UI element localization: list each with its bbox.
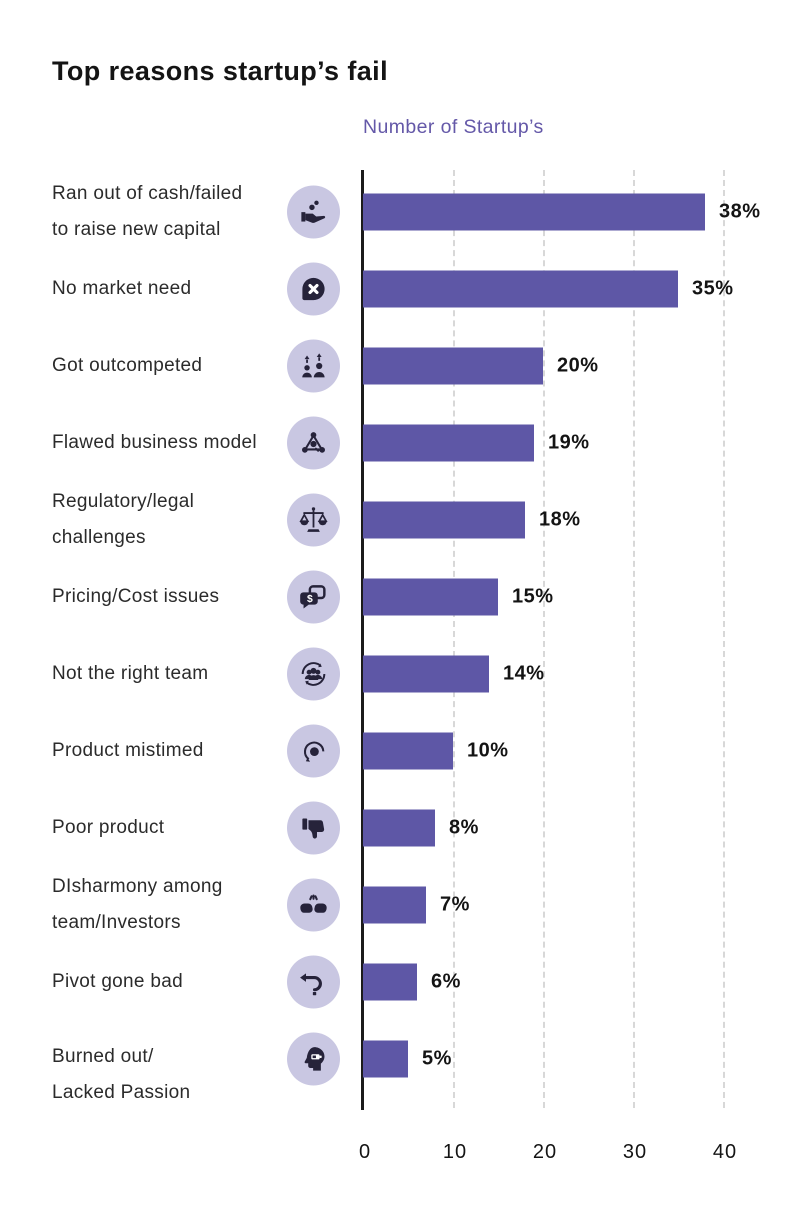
gridline (453, 170, 455, 1108)
bar (363, 886, 426, 923)
x-tick-label: 30 (622, 1141, 648, 1163)
pivot-arrow-icon (300, 972, 322, 995)
category-label: Product mistimed (52, 739, 204, 761)
category-icon-circle (287, 724, 340, 777)
value-label: 10% (467, 739, 509, 761)
x-axis-title: Number of Startup’s (363, 116, 544, 138)
bar (363, 424, 534, 461)
category-label: Pivot gone bad (52, 970, 183, 992)
chart-row: Not the right team 14% (0, 635, 801, 712)
chart-row: DIsharmony among team/Investors 7% (0, 866, 801, 943)
team-circle-icon (301, 661, 326, 686)
chart-row: Flawed business model 19% (0, 404, 801, 481)
pricing-chat-dollar-icon: $ (300, 584, 326, 608)
thumbs-down-icon (302, 817, 325, 839)
category-icon-circle (287, 493, 340, 546)
chart-row: Got outcompeted 20% (0, 327, 801, 404)
value-label: 19% (548, 431, 590, 453)
chart-title: Top reasons startup’s fail (52, 56, 388, 86)
burnout-head-battery-icon (304, 1046, 325, 1071)
bar (363, 1040, 408, 1077)
market-x-badge-icon (302, 277, 325, 300)
value-label: 15% (512, 585, 554, 607)
coins-in-hand-icon (301, 200, 326, 223)
business-model-network-icon (302, 431, 325, 453)
svg-text:$: $ (307, 594, 313, 605)
chart-row: Poor product 8% (0, 789, 801, 866)
category-label: Got outcompeted (52, 354, 203, 376)
gridline (633, 170, 635, 1108)
category-label: No market need (52, 277, 192, 299)
gridline (723, 170, 725, 1108)
category-label: Poor product (52, 816, 165, 838)
value-label: 20% (557, 354, 599, 376)
category-label: Flawed business model (52, 431, 257, 453)
y-axis-line (361, 170, 364, 1110)
bar (363, 963, 417, 1000)
category-icon-circle (287, 1032, 340, 1085)
value-label: 38% (719, 200, 761, 222)
category-icon-circle (287, 262, 340, 315)
category-label: Pricing/Cost issues (52, 585, 220, 607)
legal-scales-icon (299, 506, 328, 532)
category-icon-circle (287, 878, 340, 931)
value-label: 35% (692, 277, 734, 299)
category-icon-circle (287, 801, 340, 854)
bar (363, 270, 678, 307)
category-icon-circle (287, 416, 340, 469)
outcompeted-people-arrows-icon (302, 352, 325, 377)
chart-row: Regulatory/legal challenges 18% (0, 481, 801, 558)
x-tick-label: 10 (442, 1141, 468, 1163)
bar (363, 578, 498, 615)
value-label: 14% (503, 662, 545, 684)
category-label: Ran out of cash/failed to raise new capit… (52, 182, 243, 240)
category-label: Burned out/Lacked Passion (52, 1045, 191, 1103)
mistimed-rotate-icon (304, 741, 325, 762)
x-tick-label: 40 (712, 1141, 738, 1163)
category-icon-circle: $ (287, 570, 340, 623)
bar (363, 193, 705, 230)
category-icon-circle (287, 955, 340, 1008)
category-icon-circle (287, 185, 340, 238)
chart-row: Ran out of cash/failed to raise new capit… (0, 173, 801, 250)
category-icon-circle (287, 339, 340, 392)
chart-row: Pivot gone bad 6% (0, 943, 801, 1020)
bar (363, 655, 489, 692)
category-label: DIsharmony among team/Investors (52, 875, 223, 933)
bar (363, 732, 453, 769)
value-label: 18% (539, 508, 581, 530)
category-label: Regulatory/legal challenges (52, 490, 195, 548)
chart-row: Product mistimed 10% (0, 712, 801, 789)
value-label: 8% (449, 816, 479, 838)
category-icon-circle (287, 647, 340, 700)
value-label: 6% (431, 970, 461, 992)
x-tick-label: 20 (532, 1141, 558, 1163)
category-label: Not the right team (52, 662, 209, 684)
chart-row: Pricing/Cost issues $ 15% (0, 558, 801, 635)
x-tick-label: 0 (358, 1141, 372, 1163)
bar (363, 347, 543, 384)
chart-row: Burned out/Lacked Passion 5% (0, 1020, 801, 1103)
chart-row: No market need 35% (0, 250, 801, 327)
fist-bump-icon (300, 894, 327, 913)
bar-rows: Ran out of cash/failed to raise new capit… (0, 173, 801, 1103)
value-label: 5% (422, 1047, 452, 1069)
value-label: 7% (440, 893, 470, 915)
bar (363, 809, 435, 846)
gridline (543, 170, 545, 1108)
bar (363, 501, 525, 538)
